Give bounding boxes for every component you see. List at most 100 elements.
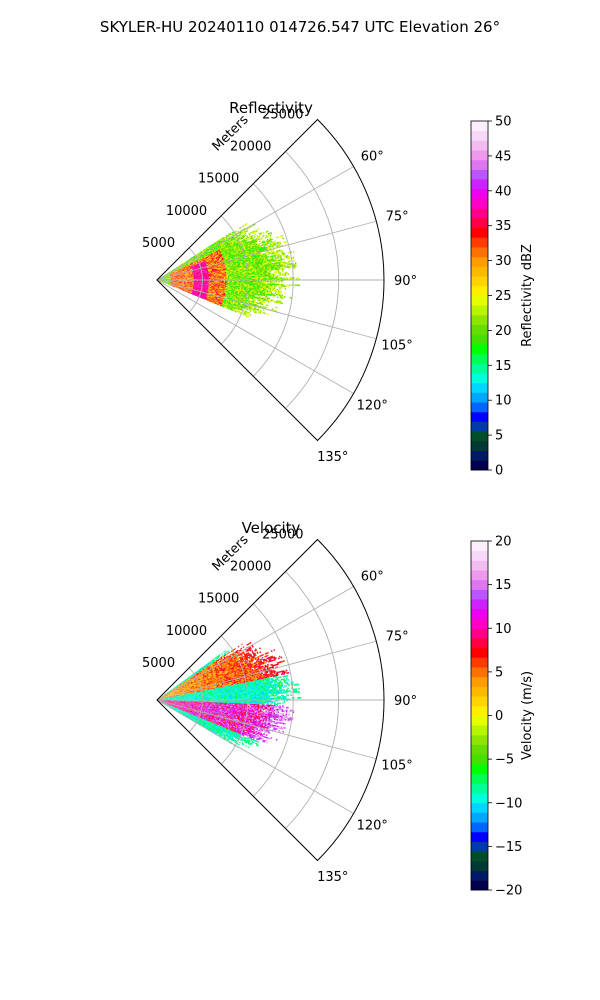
reflectivity-range-tick-label: 5000 [142, 236, 175, 251]
velocity-colorbar-swatch [471, 734, 488, 745]
reflectivity-colorbar-swatch [471, 353, 488, 364]
velocity-colorbar-swatch [471, 686, 488, 697]
reflectivity-colorbar-tick-label: 50 [495, 115, 512, 130]
reflectivity-field-cells [159, 231, 283, 311]
reflectivity-field-cells [159, 223, 299, 316]
reflectivity-field-cells [159, 223, 299, 316]
reflectivity-colorbar-swatch [471, 324, 488, 335]
velocity-colorbar-swatch [471, 608, 488, 619]
reflectivity-field-cells [169, 250, 227, 305]
velocity-colorbar-swatch [471, 831, 488, 842]
velocity-azimuth-line [156, 699, 377, 760]
reflectivity-colorbar-swatch [471, 237, 488, 248]
reflectivity-field-cells [169, 252, 227, 306]
reflectivity-colorbar-swatch [471, 198, 488, 209]
reflectivity-colorbar-swatch [471, 450, 488, 461]
velocity-colorbar-swatch [471, 599, 488, 610]
velocity-field-cells [159, 660, 235, 700]
figure-title: SKYLER-HU 20240110 014726.547 UTC Elevat… [100, 18, 500, 36]
velocity-colorbar-swatch [471, 802, 488, 813]
velocity-colorbar-swatch [471, 870, 488, 881]
reflectivity-azimuth-tick-label: 75° [386, 210, 409, 225]
reflectivity-field-cells [169, 252, 226, 306]
velocity-colorbar-swatch [471, 560, 488, 571]
velocity-colorbar-tick-label: −15 [495, 840, 522, 855]
velocity-frame [156, 538, 385, 862]
velocity-colorbar-tick-label: 0 [495, 709, 503, 724]
velocity-colorbar-swatch [471, 822, 488, 833]
reflectivity-panel: Reflectivity500010000150002000025000Mete… [142, 99, 535, 479]
reflectivity-field-cells [169, 249, 227, 307]
reflectivity-colorbar-swatch [471, 295, 488, 306]
reflectivity-azimuth-line [156, 279, 377, 340]
reflectivity-colorbar-tick-label: 40 [495, 184, 512, 199]
velocity-field-cells [159, 700, 279, 741]
velocity-field-cells [159, 642, 287, 730]
reflectivity-colorbar-swatch [471, 247, 488, 258]
velocity-colorbar-swatch [471, 860, 488, 872]
velocity-colorbar-swatch [471, 696, 488, 707]
reflectivity-colorbar-label: Reflectivity dBZ [520, 244, 535, 347]
reflectivity-colorbar-swatch [471, 343, 488, 355]
velocity-colorbar-swatch [471, 793, 488, 804]
reflectivity-azimuth-tick-label: 105° [381, 338, 412, 353]
velocity-colorbar-swatch [471, 579, 488, 590]
velocity-range-tick-label: 15000 [198, 592, 239, 607]
reflectivity-colorbar-swatch [471, 460, 488, 471]
velocity-range-tick-label: 20000 [230, 560, 271, 575]
velocity-range-tick-label: 10000 [166, 624, 207, 639]
velocity-azimuth-line [156, 640, 377, 701]
velocity-colorbar-swatch [471, 851, 488, 862]
reflectivity-azimuth-tick-label: 60° [361, 150, 384, 165]
reflectivity-range-tick-label: 10000 [166, 204, 207, 219]
reflectivity-colorbar-tick-label: 15 [495, 359, 512, 374]
reflectivity-panel-title: Reflectivity [229, 99, 313, 117]
reflectivity-colorbar-swatch [471, 256, 488, 267]
reflectivity-colorbar-swatch [471, 373, 488, 384]
velocity-panel: Velocity500010000150002000025000Meters60… [142, 519, 535, 899]
velocity-colorbar-swatch [471, 880, 488, 891]
velocity-colorbar-label: Velocity (m/s) [520, 671, 535, 760]
reflectivity-colorbar-swatch [471, 363, 488, 374]
reflectivity-colorbar-swatch [471, 179, 488, 190]
reflectivity-colorbar-tick-label: 10 [495, 394, 512, 409]
velocity-colorbar-swatch [471, 637, 488, 649]
velocity-colorbar-tick-label: 15 [495, 578, 512, 593]
velocity-azimuth-line [156, 699, 354, 814]
reflectivity-azimuth-line [156, 279, 354, 394]
reflectivity-colorbar-swatch [471, 440, 488, 452]
velocity-colorbar-swatch [471, 705, 488, 716]
reflectivity-azimuth-line [156, 166, 354, 281]
velocity-colorbar-tick-label: −20 [495, 884, 522, 899]
velocity-range-tick-label: 25000 [262, 527, 303, 542]
velocity-grid [156, 571, 384, 829]
velocity-colorbar-swatch [471, 541, 488, 552]
reflectivity-colorbar-swatch [471, 431, 488, 442]
reflectivity-colorbar-swatch [471, 411, 488, 422]
reflectivity-colorbar-swatch [471, 227, 488, 238]
velocity-colorbar-swatch [471, 773, 488, 784]
reflectivity-colorbar-swatch [471, 130, 488, 141]
reflectivity-colorbar-tick-label: 25 [495, 289, 512, 304]
velocity-colorbar-tick-label: −10 [495, 796, 522, 811]
reflectivity-colorbar-swatch [471, 217, 488, 229]
velocity-colorbar-swatch [471, 628, 488, 639]
velocity-colorbar-swatch [471, 783, 488, 794]
velocity-colorbar-swatch [471, 725, 488, 736]
reflectivity-colorbar-tick-label: 45 [495, 149, 512, 164]
reflectivity-colorbar-swatch [471, 276, 488, 287]
reflectivity-colorbar-swatch [471, 121, 488, 132]
reflectivity-grid [156, 151, 384, 409]
velocity-panel-title: Velocity [242, 519, 301, 537]
velocity-field-cells [159, 643, 286, 735]
velocity-colorbar-swatch [471, 550, 488, 561]
reflectivity-colorbar-swatch [471, 334, 488, 345]
reflectivity-colorbar-tick-label: 35 [495, 219, 512, 234]
velocity-range-tick-label: 5000 [142, 656, 175, 671]
velocity-colorbar-swatch [471, 744, 488, 755]
reflectivity-colorbar-swatch [471, 159, 488, 170]
velocity-colorbar-swatch [471, 841, 488, 852]
reflectivity-colorbar-swatch [471, 140, 488, 151]
velocity-azimuth-tick-label: 90° [394, 694, 417, 709]
reflectivity-field-cells [159, 233, 284, 313]
